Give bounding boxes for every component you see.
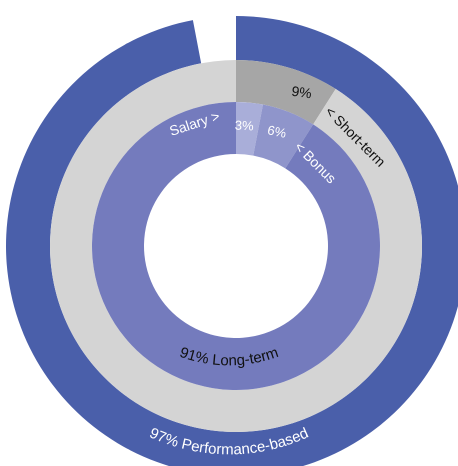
label-equity: 91% Equity xyxy=(193,296,264,318)
label-salary-value: 3% xyxy=(234,118,254,134)
label-bonus-value: 6% xyxy=(266,122,288,141)
segment-salary xyxy=(236,102,263,156)
segment-short-term xyxy=(236,60,336,125)
label-short-term-value: 9% xyxy=(291,83,313,102)
segment-equity xyxy=(92,101,381,390)
segment-bonus xyxy=(253,104,314,169)
